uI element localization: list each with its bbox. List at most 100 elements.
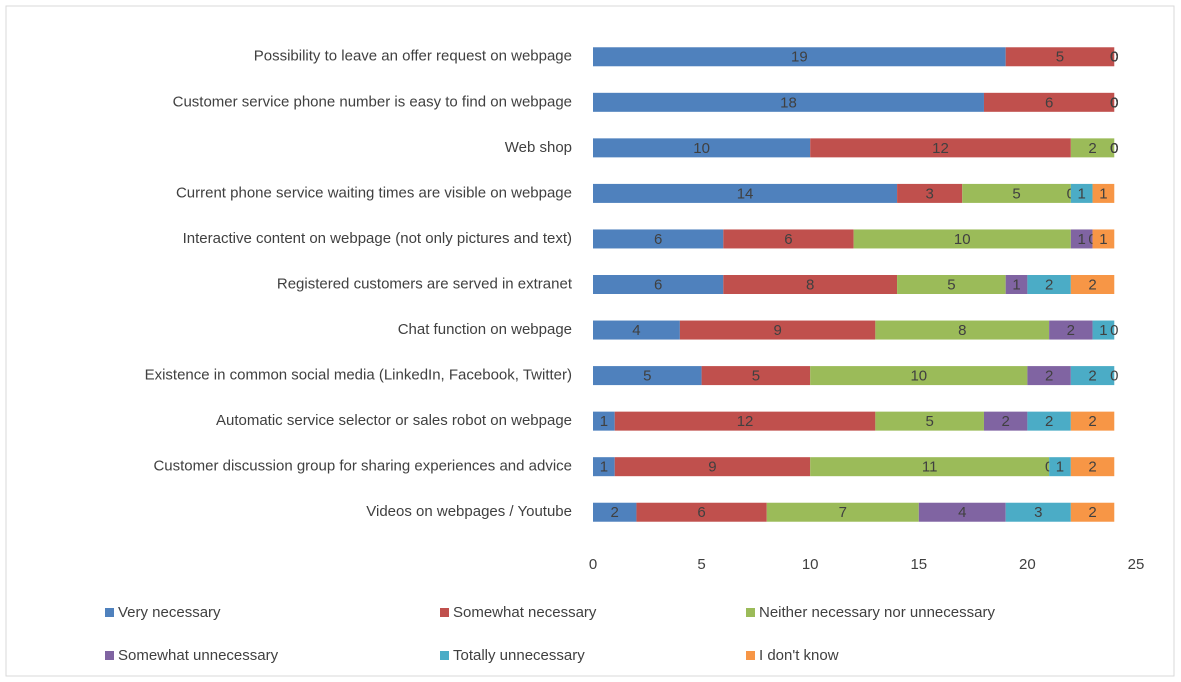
- y-tick-label: Possibility to leave an offer request on…: [254, 48, 572, 65]
- data-label: 1: [1012, 276, 1020, 293]
- bar-segment: [593, 92, 984, 112]
- bar-segment: [1005, 275, 1028, 294]
- data-label: 2: [1088, 504, 1096, 521]
- bar-segment: [1092, 183, 1115, 203]
- data-label: 11: [922, 459, 938, 476]
- data-label: 8: [806, 276, 814, 293]
- data-label: 2: [1045, 413, 1053, 430]
- data-label: 2: [611, 504, 619, 521]
- bar-segment: [614, 411, 876, 431]
- data-label: 1: [1056, 459, 1064, 476]
- data-label: 1: [600, 413, 608, 430]
- data-label: 0: [1110, 140, 1118, 157]
- data-label: 0: [1110, 49, 1118, 66]
- bar-segment: [701, 366, 811, 386]
- y-tick-label: Automatic service selector or sales robo…: [216, 412, 572, 429]
- bar-segment: [853, 229, 1071, 249]
- x-tick-label: 25: [1128, 556, 1145, 573]
- bar-segment: [1070, 411, 1115, 431]
- bar-segment: [810, 138, 1071, 158]
- data-label: 2: [1088, 368, 1096, 385]
- bar-segment: [1027, 366, 1071, 386]
- data-label: 2: [1045, 368, 1053, 385]
- bar-segment: [875, 411, 984, 431]
- data-label: 6: [654, 276, 662, 293]
- y-tick-label: Chat function on webpage: [398, 321, 572, 338]
- bar-segment: [593, 275, 724, 294]
- bar-segment: [1070, 366, 1115, 386]
- data-label: 0: [1110, 94, 1118, 111]
- y-tick-label: Existence in common social media (Linked…: [145, 367, 572, 384]
- data-label: 5: [1056, 49, 1064, 66]
- data-label: 0: [1110, 49, 1118, 66]
- data-label: 0: [1110, 94, 1118, 111]
- bar-segment: [593, 457, 615, 477]
- data-label: 2: [1045, 276, 1053, 293]
- bar-segment: [983, 411, 1028, 431]
- x-tick-label: 5: [697, 556, 705, 573]
- data-label: 6: [654, 231, 662, 248]
- data-label: 2: [1088, 140, 1096, 157]
- data-label: 4: [632, 322, 640, 339]
- bar-segment: [723, 275, 898, 294]
- data-label: 2: [1088, 459, 1096, 476]
- bar-segment: [810, 457, 1050, 477]
- data-label: 0: [1110, 322, 1118, 339]
- data-label: 3: [1034, 504, 1042, 521]
- data-label: 10: [693, 140, 710, 157]
- chart-border: [5, 5, 1175, 677]
- data-label: 5: [1012, 185, 1020, 202]
- y-tick-label: Videos on webpages / Youtube: [366, 503, 572, 520]
- data-label: 10: [954, 231, 971, 248]
- bar-segment: [1005, 47, 1115, 67]
- data-label: 5: [947, 276, 955, 293]
- legend-swatch: [746, 651, 755, 660]
- data-label: 14: [737, 185, 754, 202]
- bar-segment: [593, 502, 637, 522]
- data-label: 3: [925, 185, 933, 202]
- bar-segment: [1070, 275, 1115, 294]
- bar-segment: [1049, 320, 1093, 340]
- data-label: 0: [1110, 49, 1118, 66]
- y-tick-label: Current phone service waiting times are …: [176, 184, 572, 201]
- bar-segment: [1070, 138, 1115, 158]
- y-tick-label: Registered customers are served in extra…: [277, 275, 573, 292]
- bar-segment: [593, 47, 1006, 67]
- bar-segment: [1070, 502, 1115, 522]
- data-label: 12: [932, 140, 949, 157]
- bar-segment: [918, 502, 1006, 522]
- bar-segment: [1049, 457, 1071, 477]
- data-label: 1: [1078, 185, 1086, 202]
- bar-segment: [593, 183, 898, 203]
- data-label: 1: [1099, 185, 1107, 202]
- x-tick-label: 10: [802, 556, 819, 573]
- data-label: 19: [791, 49, 808, 66]
- data-label: 1: [1099, 322, 1107, 339]
- bar-segment: [1070, 229, 1093, 249]
- data-label: 6: [697, 504, 705, 521]
- data-label: 1: [1078, 231, 1086, 248]
- y-tick-label: Web shop: [505, 139, 572, 156]
- bar-segment: [593, 366, 702, 386]
- bar-segment: [593, 138, 811, 158]
- data-label: 7: [839, 504, 847, 521]
- data-label: 2: [1067, 322, 1075, 339]
- bar-segment: [875, 320, 1050, 340]
- bar-segment: [1027, 275, 1071, 294]
- bar-segment: [897, 183, 963, 203]
- data-label: 0: [1110, 140, 1118, 157]
- bar-segment: [983, 92, 1115, 112]
- bar-segment: [636, 502, 767, 522]
- bar-segment: [1092, 320, 1115, 340]
- bar-segment: [723, 229, 854, 249]
- data-label: 2: [1088, 276, 1096, 293]
- bar-segment: [679, 320, 876, 340]
- bar-segment: [766, 502, 919, 522]
- legend-label: Neither necessary nor unnecessary: [759, 604, 995, 621]
- data-label: 6: [1045, 94, 1053, 111]
- bar-segment: [1070, 183, 1093, 203]
- bar-segment: [593, 320, 680, 340]
- legend-label: Very necessary: [118, 604, 221, 621]
- data-label: 2: [1088, 413, 1096, 430]
- data-label: 9: [708, 459, 716, 476]
